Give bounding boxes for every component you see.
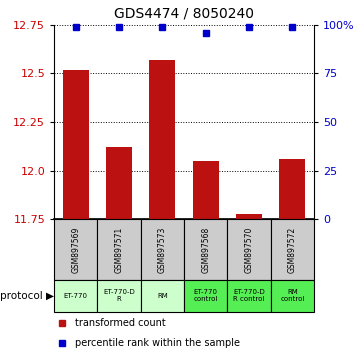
Bar <box>149 60 175 219</box>
Bar <box>54 280 97 312</box>
Bar <box>271 219 314 280</box>
Text: ET-770-D
R: ET-770-D R <box>103 289 135 302</box>
Title: GDS4474 / 8050240: GDS4474 / 8050240 <box>114 7 254 21</box>
Bar <box>227 280 271 312</box>
Text: GSM897569: GSM897569 <box>71 226 80 273</box>
Bar <box>63 70 89 219</box>
Text: ET-770
control: ET-770 control <box>193 289 218 302</box>
Bar <box>97 280 141 312</box>
Bar <box>54 219 97 280</box>
Text: GSM897572: GSM897572 <box>288 227 297 273</box>
Text: transformed count: transformed count <box>75 318 166 329</box>
Text: percentile rank within the sample: percentile rank within the sample <box>75 338 240 348</box>
Text: ET-770-D
R control: ET-770-D R control <box>233 289 265 302</box>
Bar <box>106 148 132 219</box>
Bar <box>184 280 227 312</box>
Bar <box>236 214 262 219</box>
Text: GSM897570: GSM897570 <box>245 226 253 273</box>
Bar <box>227 219 271 280</box>
Bar <box>271 280 314 312</box>
Bar <box>279 159 305 219</box>
Text: protocol ▶: protocol ▶ <box>0 291 55 301</box>
Bar <box>97 219 141 280</box>
Text: RM
control: RM control <box>280 289 305 302</box>
Bar <box>193 161 219 219</box>
Bar <box>141 219 184 280</box>
Text: GSM897573: GSM897573 <box>158 226 167 273</box>
Text: ET-770: ET-770 <box>64 293 88 298</box>
Text: RM: RM <box>157 293 168 298</box>
Bar <box>184 219 227 280</box>
Text: GSM897571: GSM897571 <box>115 227 123 273</box>
Text: GSM897568: GSM897568 <box>201 227 210 273</box>
Bar <box>141 280 184 312</box>
